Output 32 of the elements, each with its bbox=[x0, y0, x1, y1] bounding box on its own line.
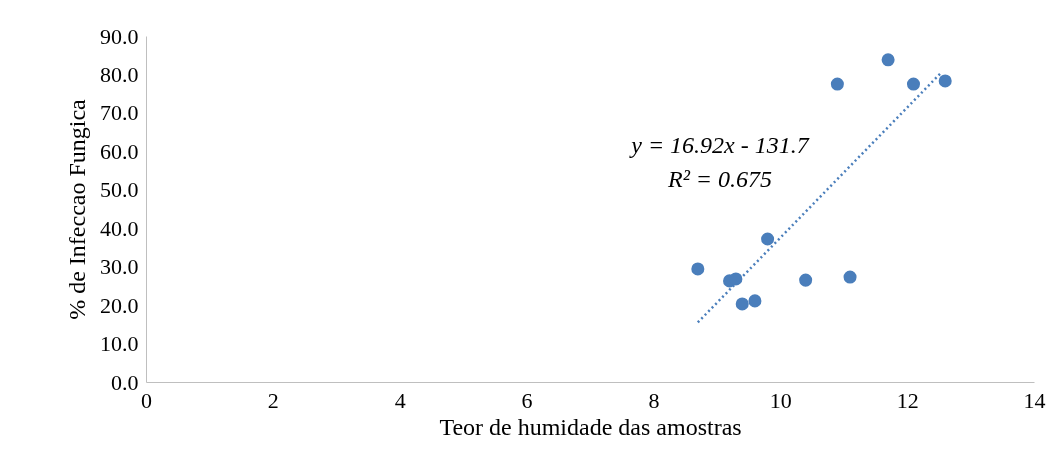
point bbox=[691, 262, 705, 276]
point bbox=[748, 294, 762, 308]
point bbox=[881, 53, 895, 67]
x-tick-label: 10 bbox=[769, 387, 792, 413]
point bbox=[761, 232, 775, 246]
point bbox=[799, 273, 813, 287]
y-tick-label: 90.0 bbox=[100, 23, 139, 49]
annotation: y = 16.92x - 131.7 bbox=[629, 132, 810, 158]
point bbox=[843, 270, 857, 284]
y-tick-label: 20.0 bbox=[100, 292, 139, 318]
x-axis-title: Teor de humidade das amostras bbox=[439, 413, 742, 440]
y-tick-label: 0.0 bbox=[111, 369, 139, 395]
y-tick-label: 80.0 bbox=[100, 61, 139, 87]
y-tick-label: 60.0 bbox=[100, 138, 139, 164]
x-tick-label: 2 bbox=[267, 387, 279, 413]
x-tick-label: 4 bbox=[394, 387, 406, 413]
y-tick-label: 40.0 bbox=[100, 215, 139, 241]
x-tick-label: 6 bbox=[521, 387, 533, 413]
y-tick-label: 70.0 bbox=[100, 100, 139, 126]
x-tick-label: 14 bbox=[1023, 387, 1046, 413]
point bbox=[906, 77, 920, 91]
y-axis-title: % de Infeccao Fungica bbox=[64, 98, 90, 320]
x-tick-label: 8 bbox=[648, 387, 660, 413]
y-tick-label: 10.0 bbox=[100, 331, 139, 357]
x-tick-label: 0 bbox=[141, 387, 152, 413]
y-tick-label: 50.0 bbox=[100, 177, 139, 203]
point bbox=[735, 297, 749, 311]
point bbox=[938, 74, 952, 88]
annotation: R² = 0.675 bbox=[666, 166, 773, 192]
point bbox=[830, 77, 844, 91]
y-tick-label: 30.0 bbox=[100, 254, 139, 280]
x-tick-label: 12 bbox=[896, 387, 919, 413]
